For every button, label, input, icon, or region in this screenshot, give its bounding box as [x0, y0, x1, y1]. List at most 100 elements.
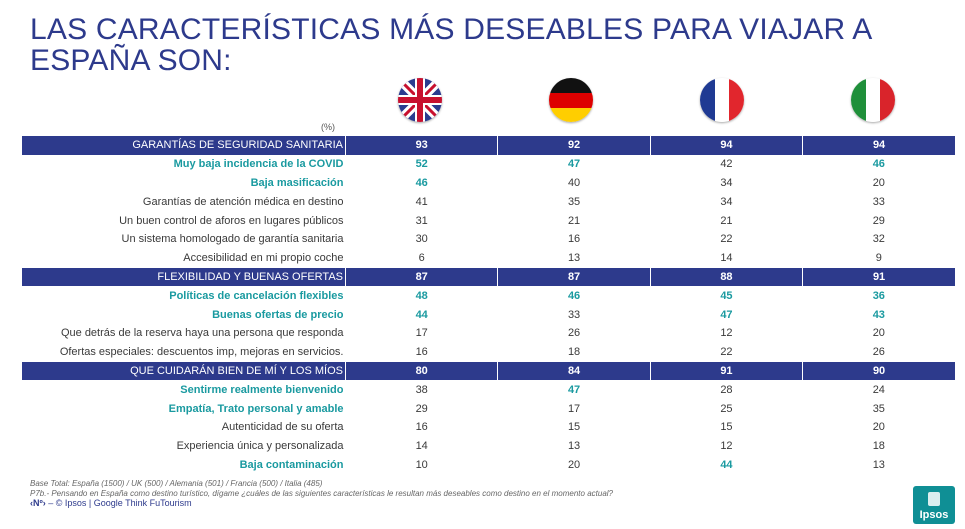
ipsos-logo: Ipsos	[913, 486, 955, 524]
value-cell: 33	[567, 308, 581, 321]
value-cell: 26	[567, 327, 581, 340]
table-row: Autenticidad de su oferta 16 15 15 20	[22, 418, 955, 437]
table-row: Ofertas especiales: descuentos imp, mejo…	[22, 343, 955, 362]
category-row: GARANTÍAS DE SEGURIDAD SANITARIA 93 92 94 94	[22, 136, 955, 155]
value-cell: 46	[872, 158, 885, 171]
table-row: Baja masificación 46 40 34 20	[22, 174, 955, 193]
row-label: Muy baja incidencia de la COVID	[173, 158, 344, 171]
value-cell: 15	[567, 421, 581, 434]
page-title: LAS CARACTERÍSTICAS MÁS DESEABLES PARA V…	[30, 13, 871, 77]
value-cell: 34	[720, 195, 733, 208]
ipsos-logo-text: Ipsos	[919, 509, 949, 521]
value-cell: 20	[872, 327, 885, 340]
page-number: ‹Nº›	[30, 498, 46, 508]
value-cell: 34	[720, 176, 733, 189]
row-label: Baja contaminación	[239, 458, 344, 471]
value-cell: 91	[649, 361, 803, 381]
value-cell: 14	[415, 440, 428, 453]
value-cell: 21	[720, 214, 733, 227]
value-cell: 25	[720, 402, 733, 415]
value-cell: 17	[415, 327, 428, 340]
footer: ‹Nº› – © Ipsos | Google Think FuTourism	[30, 498, 192, 508]
value-cell: 20	[872, 176, 885, 189]
value-cell: 93	[344, 136, 498, 155]
base-note: Base Total: España (1500) / UK (500) / A…	[30, 479, 323, 488]
row-label: Autenticidad de su oferta	[221, 421, 344, 434]
value-cell: 21	[567, 214, 581, 227]
value-cell: 44	[415, 308, 428, 321]
value-cell: 47	[720, 308, 733, 321]
value-cell: 87	[497, 267, 651, 287]
value-cell: 18	[567, 346, 581, 359]
value-cell: 88	[649, 267, 803, 287]
value-cell: 33	[872, 195, 885, 208]
value-cell: 52	[415, 158, 428, 171]
row-label: Experiencia única y personalizada	[176, 440, 344, 453]
value-cell: 29	[415, 402, 428, 415]
category-row: QUE CUIDARÁN BIEN DE MÍ Y LOS MÍOS 80 84 91…	[22, 361, 955, 381]
value-cell: 12	[720, 327, 733, 340]
value-cell: 45	[720, 289, 733, 302]
row-label: Políticas de cancelación flexibles	[169, 289, 344, 302]
value-cell: 84	[497, 361, 651, 381]
france-flag-icon	[700, 78, 744, 122]
value-cell: 90	[802, 361, 955, 381]
value-cell: 16	[415, 346, 428, 359]
table-row: Accesibilidad en mi propio coche 6 13 14 9	[22, 249, 955, 268]
value-cell: 80	[344, 361, 498, 381]
value-cell: 94	[649, 136, 803, 155]
table-row: Experiencia única y personalizada 14 13 12 1…	[22, 437, 955, 456]
question-note: P7b.- Pensando en España como destino tu…	[30, 489, 613, 498]
value-cell: 28	[720, 383, 733, 396]
value-cell: 22	[720, 346, 733, 359]
category-label: FLEXIBILIDAD Y BUENAS OFERTAS	[22, 267, 346, 287]
value-cell: 44	[720, 458, 733, 471]
value-cell: 13	[567, 440, 581, 453]
row-label: Buenas ofertas de precio	[212, 308, 344, 321]
row-label: Un buen control de aforos en lugares púb…	[119, 214, 344, 227]
table-row: Un sistema homologado de garantía sanita…	[22, 230, 955, 249]
value-cell: 6	[418, 252, 425, 265]
row-label: Accesibilidad en mi propio coche	[183, 252, 344, 265]
uk-flag-icon	[398, 78, 442, 122]
value-cell: 38	[415, 383, 428, 396]
value-cell: 35	[567, 195, 581, 208]
value-cell: 48	[415, 289, 428, 302]
table-row: Muy baja incidencia de la COVID 52 47 42 46	[22, 155, 955, 174]
row-label: Baja masificación	[250, 176, 344, 189]
value-cell: 94	[802, 136, 955, 155]
table-row: Garantías de atención médica en destino 4…	[22, 192, 955, 211]
value-cell: 13	[567, 252, 581, 265]
value-cell: 20	[567, 458, 581, 471]
value-cell: 41	[415, 195, 428, 208]
value-cell: 10	[415, 458, 428, 471]
value-cell: 92	[497, 136, 651, 155]
row-label: Un sistema homologado de garantía sanita…	[121, 233, 344, 246]
ipsos-logo-mark	[928, 492, 940, 506]
value-cell: 46	[415, 176, 428, 189]
row-label: Que detrás de la reserva haya una person…	[60, 327, 344, 340]
value-cell: 24	[872, 383, 885, 396]
value-cell: 29	[872, 214, 885, 227]
value-cell: 15	[720, 421, 733, 434]
row-label: Sentirme realmente bienvenido	[180, 383, 344, 396]
row-label: Empatía, Trato personal y amable	[168, 402, 344, 415]
table-row: Un buen control de aforos en lugares púb…	[22, 211, 955, 230]
table-row: Empatía, Trato personal y amable 29 17 25 35	[22, 399, 955, 418]
value-cell: 35	[872, 402, 885, 415]
value-cell: 43	[872, 308, 885, 321]
value-cell: 42	[720, 158, 733, 171]
value-cell: 18	[872, 440, 885, 453]
value-cell: 13	[872, 458, 885, 471]
category-label: GARANTÍAS DE SEGURIDAD SANITARIA	[22, 136, 346, 155]
value-cell: 20	[872, 421, 885, 434]
value-cell: 22	[720, 233, 733, 246]
value-cell: 36	[872, 289, 885, 302]
value-cell: 16	[567, 233, 581, 246]
table-row: Buenas ofertas de precio 44 33 47 43	[22, 305, 955, 324]
table-row: Que detrás de la reserva haya una person…	[22, 324, 955, 343]
italy-flag-icon	[851, 78, 895, 122]
table-row: Baja contaminación 10 20 44 13	[22, 456, 955, 475]
value-cell: 17	[567, 402, 581, 415]
row-label: Ofertas especiales: descuentos imp, mejo…	[59, 346, 344, 359]
